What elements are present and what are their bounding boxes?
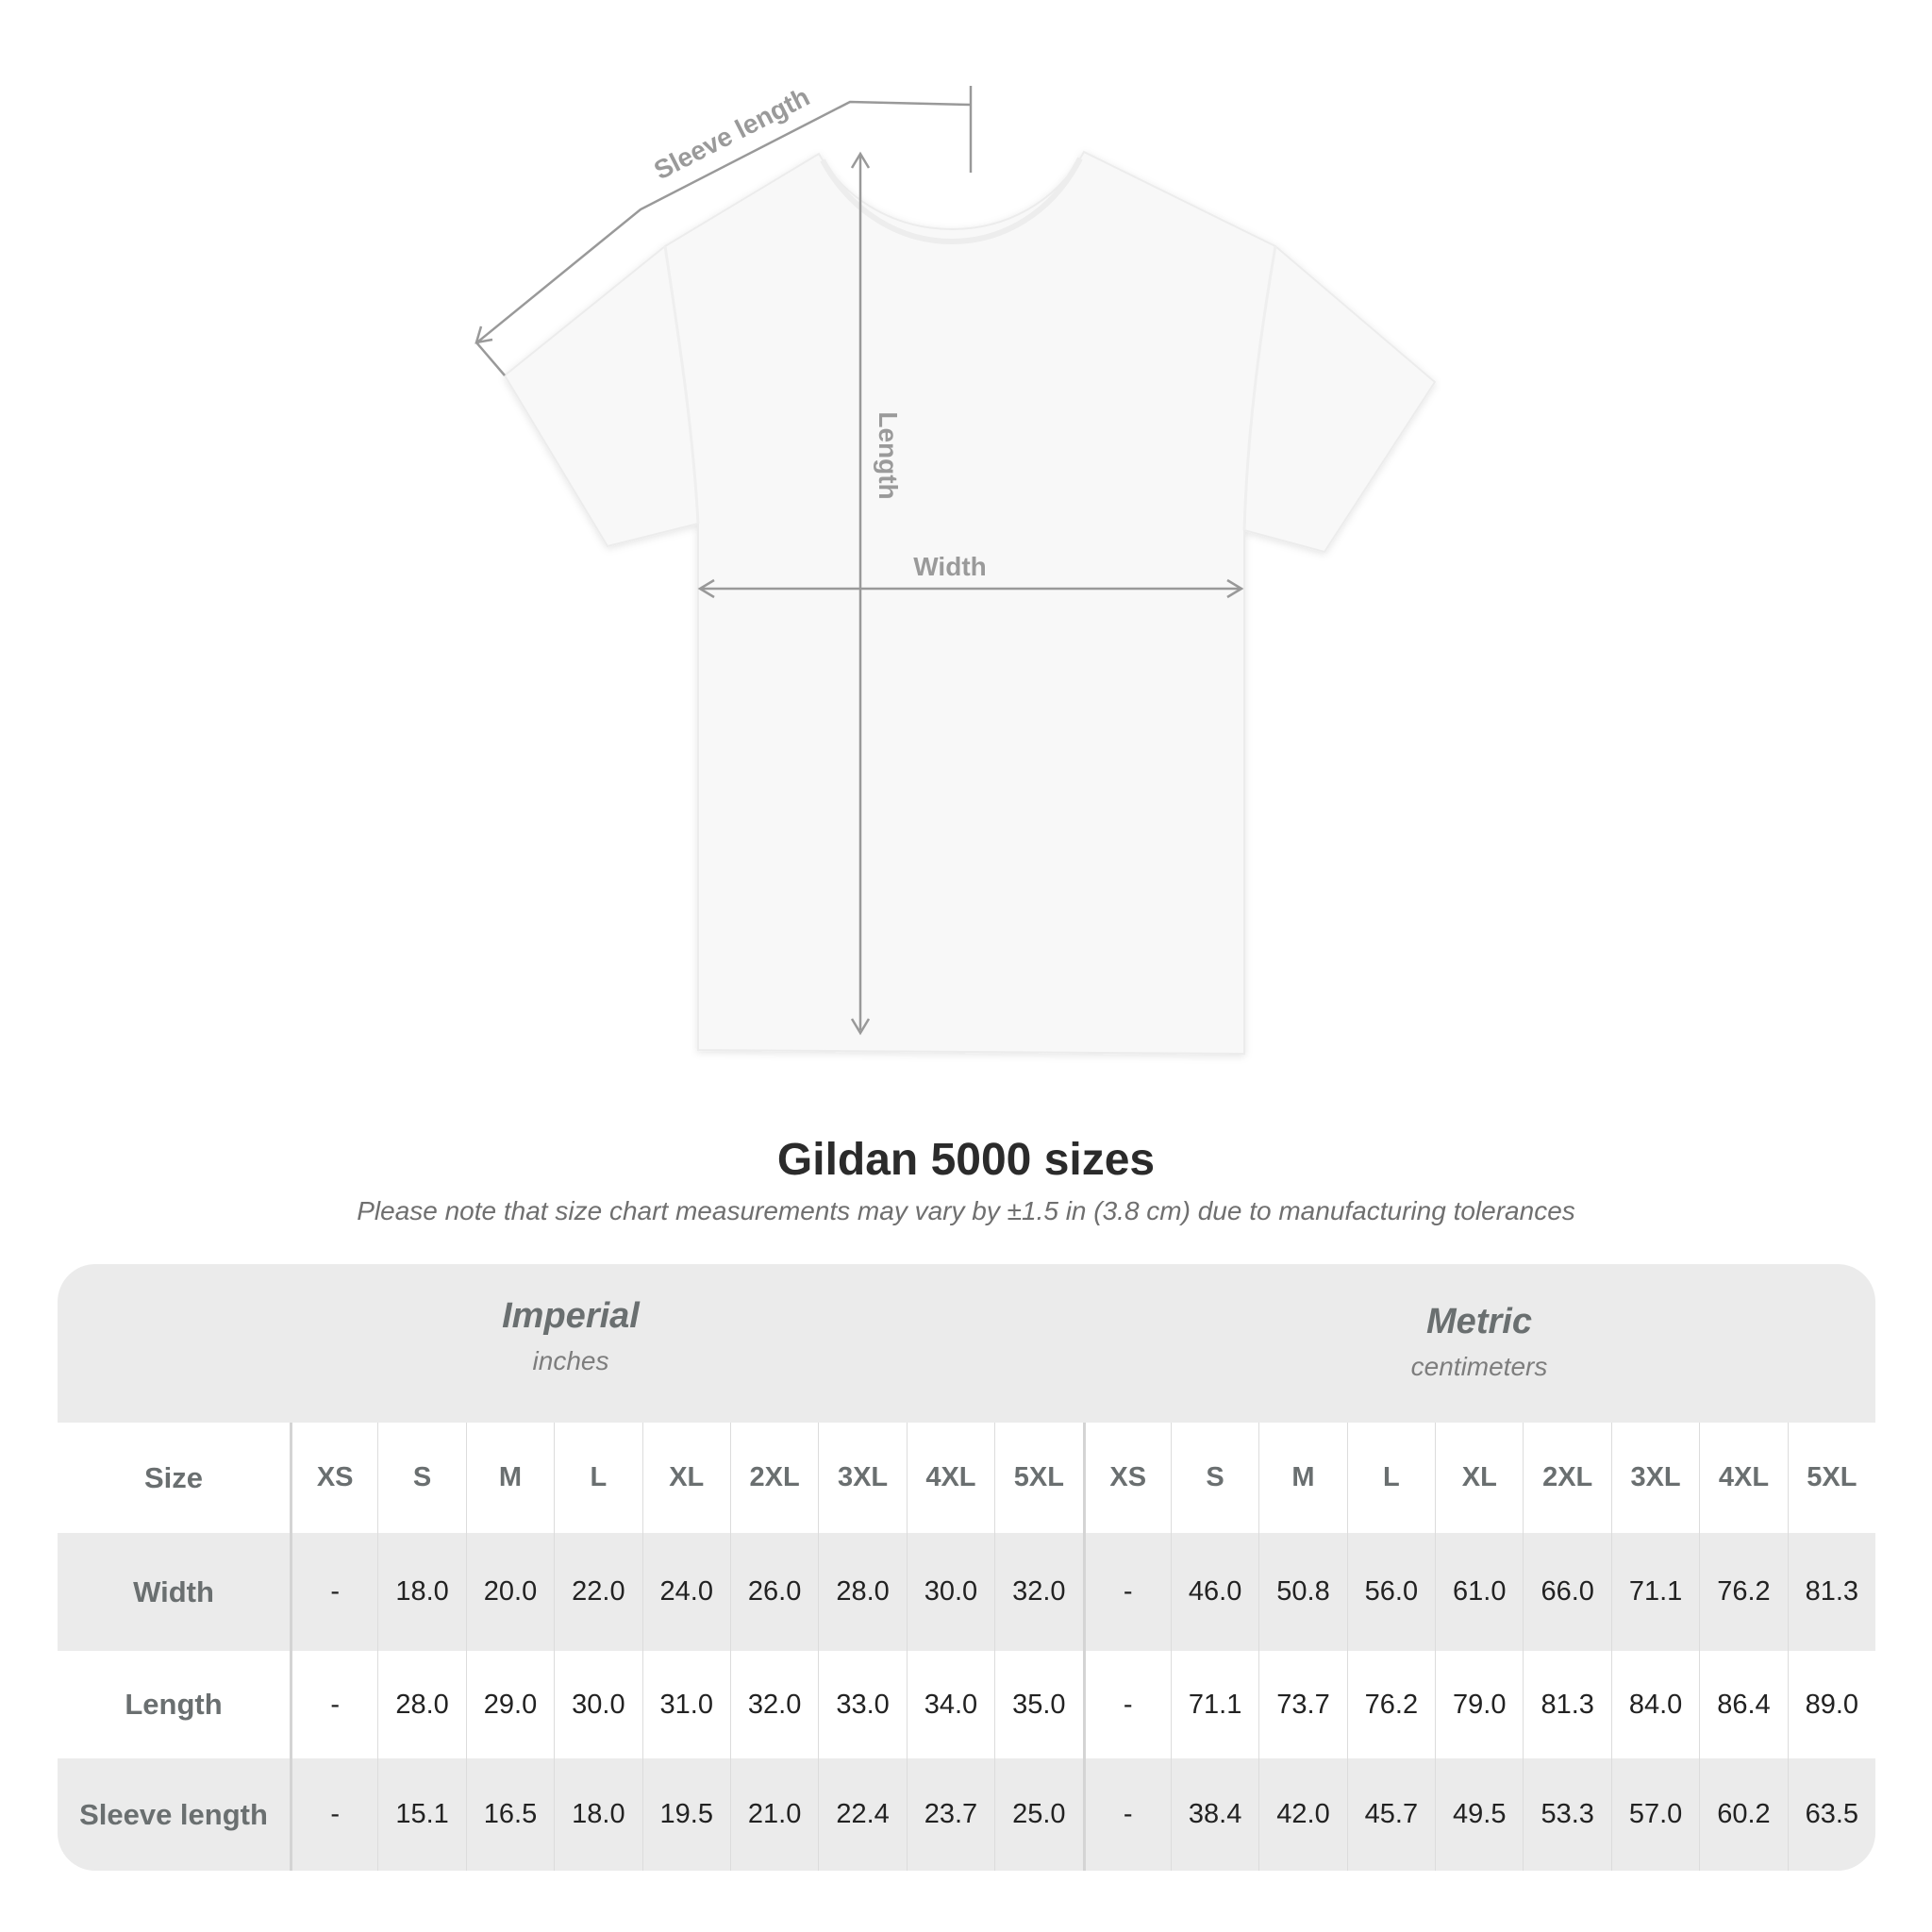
tolerance-note: Please note that size chart measurements… [357, 1196, 1575, 1225]
size-header-label: Size [143, 1460, 204, 1494]
metric-value-cell: 45.7 [1346, 1758, 1435, 1871]
metric-value-cell: 46.0 [1170, 1533, 1258, 1651]
imperial-value-cell: 35.0 [994, 1651, 1082, 1758]
width-arrow [697, 578, 1244, 599]
metric-value-cell: 60.2 [1699, 1758, 1787, 1871]
imperial-value-cell: 22.0 [554, 1533, 641, 1651]
metric-value-cell: 56.0 [1346, 1533, 1435, 1651]
imperial-value-cell: 20.0 [465, 1533, 554, 1651]
metric-value-cell: 71.1 [1170, 1651, 1258, 1758]
metric-value-cell: 86.4 [1699, 1651, 1787, 1758]
imperial-value-cell: 32.0 [729, 1651, 818, 1758]
metric-value-cell: - [1082, 1651, 1171, 1758]
imperial-value-cell: 28.0 [818, 1533, 906, 1651]
row-label: Length [125, 1688, 223, 1721]
metric-header: Metric centimeters [1083, 1302, 1875, 1382]
metric-size-header: XL [1435, 1423, 1523, 1533]
table-row: Length -28.0 29.0 30.0 31.0 32.0 33.0 34.0 35.0-… [58, 1651, 1875, 1758]
imperial-value-cell: 18.0 [377, 1533, 465, 1651]
tshirt-shape [503, 150, 1437, 1056]
metric-value-cell: 53.3 [1523, 1758, 1610, 1871]
metric-size-header: 2XL [1523, 1423, 1610, 1533]
metric-size-header: 4XL [1699, 1423, 1787, 1533]
imperial-value-cell: 32.0 [994, 1533, 1082, 1651]
imperial-value-cell: 24.0 [641, 1533, 730, 1651]
metric-size-header: 5XL [1787, 1423, 1875, 1533]
size-table: Imperial inches Metric centimeters Size X… [58, 1264, 1875, 1871]
row-label: Width [133, 1574, 214, 1608]
length-label: Length [874, 411, 903, 499]
imperial-value-cell: 30.0 [554, 1651, 641, 1758]
imperial-title: Imperial [502, 1296, 640, 1336]
metric-value-cell: 84.0 [1610, 1651, 1699, 1758]
table-row: Width -18.0 20.0 22.0 24.0 26.0 28.0 30.0 32.0-4… [58, 1533, 1875, 1651]
imperial-size-header: XL [641, 1423, 730, 1533]
imperial-size-header: 2XL [729, 1423, 818, 1533]
imperial-size-header: 4XL [906, 1423, 994, 1533]
metric-size-header: S [1170, 1423, 1258, 1533]
metric-value-cell: 57.0 [1610, 1758, 1699, 1871]
tshirt-sleeve-seams [663, 245, 1277, 531]
imperial-value-cell: 30.0 [906, 1533, 994, 1651]
metric-unit: centimeters [1410, 1352, 1548, 1381]
metric-value-cell: 49.5 [1435, 1758, 1523, 1871]
metric-value-cell: 81.3 [1523, 1651, 1610, 1758]
imperial-value-cell: 26.0 [729, 1533, 818, 1651]
metric-value-cell: 81.3 [1787, 1533, 1875, 1651]
page-title: Gildan 5000 sizes [776, 1135, 1156, 1185]
metric-value-cell: 71.1 [1610, 1533, 1699, 1651]
imperial-size-header: XS [290, 1423, 377, 1533]
metric-size-header: 3XL [1610, 1423, 1699, 1533]
imperial-value-cell: 16.5 [465, 1758, 554, 1871]
metric-value-cell: - [1082, 1533, 1171, 1651]
metric-value-cell: 42.0 [1258, 1758, 1346, 1871]
imperial-value-cell: 15.1 [377, 1758, 465, 1871]
metric-value-cell: 38.4 [1170, 1758, 1258, 1871]
metric-value-cell: 73.7 [1258, 1651, 1346, 1758]
metric-value-cell: 79.0 [1435, 1651, 1523, 1758]
tshirt-diagram: Sleeve length Length Width [475, 82, 1437, 1056]
size-header-row: Size XS S M L XL 2XL 3XL 4XL 5XL XS S M L XL 2XL 3XL 4XL 5… [58, 1423, 1875, 1533]
metric-size-header: M [1258, 1423, 1346, 1533]
metric-size-header: XS [1082, 1423, 1171, 1533]
unit-header-band [58, 1264, 1875, 1423]
metric-value-cell: 89.0 [1787, 1651, 1875, 1758]
width-label: Width [913, 552, 987, 581]
imperial-value-cell: 28.0 [377, 1651, 465, 1758]
imperial-value-cell: - [290, 1651, 377, 1758]
imperial-size-header: S [377, 1423, 465, 1533]
imperial-size-header: L [554, 1423, 641, 1533]
imperial-value-cell: 19.5 [641, 1758, 730, 1871]
metric-value-cell: 61.0 [1435, 1533, 1523, 1651]
tshirt-collar [820, 157, 1083, 244]
imperial-value-cell: 23.7 [906, 1758, 994, 1871]
row-label: Sleeve length [79, 1797, 268, 1831]
imperial-value-cell: 18.0 [554, 1758, 641, 1871]
imperial-value-cell: - [290, 1758, 377, 1871]
imperial-unit: inches [532, 1346, 609, 1375]
imperial-value-cell: 21.0 [729, 1758, 818, 1871]
metric-title: Metric [1426, 1302, 1532, 1341]
metric-value-cell: 76.2 [1699, 1533, 1787, 1651]
imperial-value-cell: 31.0 [641, 1651, 730, 1758]
metric-value-cell: - [1082, 1758, 1171, 1871]
imperial-value-cell: 33.0 [818, 1651, 906, 1758]
imperial-size-header: 5XL [994, 1423, 1082, 1533]
imperial-value-cell: 29.0 [465, 1651, 554, 1758]
metric-value-cell: 76.2 [1346, 1651, 1435, 1758]
metric-size-header: L [1346, 1423, 1435, 1533]
imperial-value-cell: 22.4 [818, 1758, 906, 1871]
metric-value-cell: 66.0 [1523, 1533, 1610, 1651]
table-row: Sleeve length -15.1 16.5 18.0 19.5 21.0 22.4 23… [58, 1758, 1875, 1871]
imperial-size-header: 3XL [818, 1423, 906, 1533]
imperial-value-cell: 34.0 [906, 1651, 994, 1758]
sleeve-length-arrow [475, 86, 973, 376]
imperial-size-header: M [465, 1423, 554, 1533]
imperial-value-cell: 25.0 [994, 1758, 1082, 1871]
imperial-value-cell: - [290, 1533, 377, 1651]
imperial-header: Imperial inches [58, 1296, 1084, 1376]
metric-value-cell: 63.5 [1787, 1758, 1875, 1871]
length-arrow [850, 151, 871, 1036]
metric-value-cell: 50.8 [1258, 1533, 1346, 1651]
